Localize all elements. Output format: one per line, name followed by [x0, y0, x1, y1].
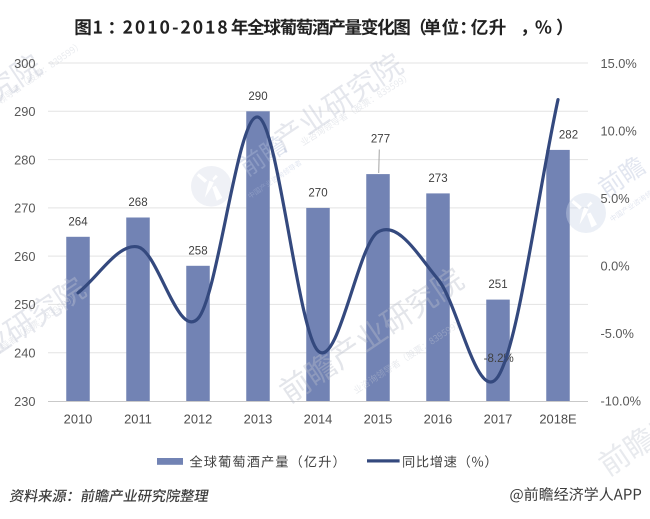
svg-text:2015: 2015	[364, 412, 393, 427]
svg-text:2018E: 2018E	[539, 412, 577, 427]
svg-text:240: 240	[14, 346, 35, 361]
svg-text:2012: 2012	[184, 412, 213, 427]
svg-text:277: 277	[371, 134, 390, 146]
svg-text:273: 273	[428, 173, 447, 185]
svg-text:270: 270	[308, 188, 327, 200]
svg-text:260: 260	[14, 249, 35, 264]
svg-text:270: 270	[14, 201, 35, 216]
svg-text:268: 268	[128, 197, 147, 209]
svg-text:300: 300	[14, 56, 35, 71]
svg-text:2016: 2016	[424, 412, 453, 427]
svg-text:2011: 2011	[124, 412, 152, 427]
svg-text:-8.2%: -8.2%	[484, 353, 514, 365]
svg-text:0.0%: 0.0%	[601, 259, 630, 274]
svg-text:290: 290	[248, 91, 267, 103]
svg-text:2013: 2013	[244, 412, 273, 427]
svg-text:290: 290	[14, 104, 35, 119]
svg-text:-5.0%: -5.0%	[601, 326, 634, 341]
svg-text:15.0%: 15.0%	[601, 56, 637, 71]
svg-text:5.0%: 5.0%	[601, 191, 630, 206]
svg-text:264: 264	[68, 216, 88, 228]
svg-text:282: 282	[559, 129, 578, 141]
svg-text:2010: 2010	[64, 412, 93, 427]
svg-text:2017: 2017	[484, 412, 513, 427]
svg-text:-10.0%: -10.0%	[601, 394, 642, 409]
svg-text:2014: 2014	[304, 412, 333, 427]
svg-text:251: 251	[488, 279, 507, 291]
svg-text:230: 230	[14, 394, 35, 409]
svg-text:258: 258	[188, 245, 207, 257]
svg-text:280: 280	[14, 152, 35, 167]
svg-text:250: 250	[14, 297, 35, 312]
svg-text:10.0%: 10.0%	[601, 124, 637, 139]
